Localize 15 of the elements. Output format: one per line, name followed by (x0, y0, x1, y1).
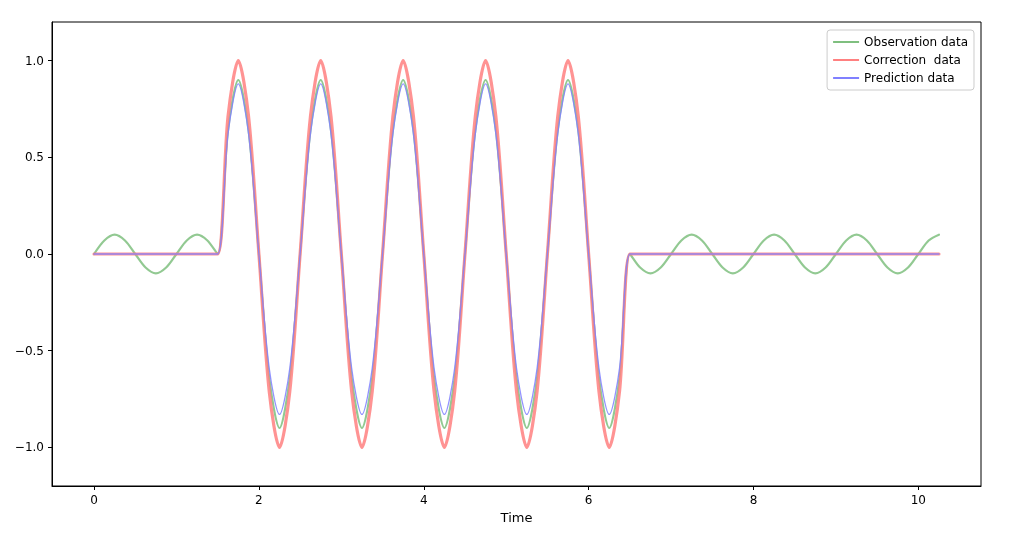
x-tick-label: 6 (584, 493, 593, 507)
y-tick-label: 1.0 (24, 53, 44, 68)
x-tick-label: 2 (255, 493, 263, 507)
x-tick-label: 8 (749, 493, 758, 507)
x-axis-title: Time (499, 509, 533, 525)
legend-label: Correction data (864, 53, 961, 67)
y-tick-label: 0.0 (24, 247, 44, 261)
x-tick-label: 0 (90, 493, 98, 507)
y-tick-label: 0.5 (24, 150, 44, 165)
x-tick-label: 4 (419, 493, 428, 507)
legend-label: Observation data (864, 35, 969, 49)
legend-label: Prediction data (864, 71, 955, 85)
y-tick-label: −1.0 (14, 440, 44, 455)
x-tick-label: 10 (910, 493, 926, 507)
y-tick-label: −0.5 (14, 343, 44, 358)
